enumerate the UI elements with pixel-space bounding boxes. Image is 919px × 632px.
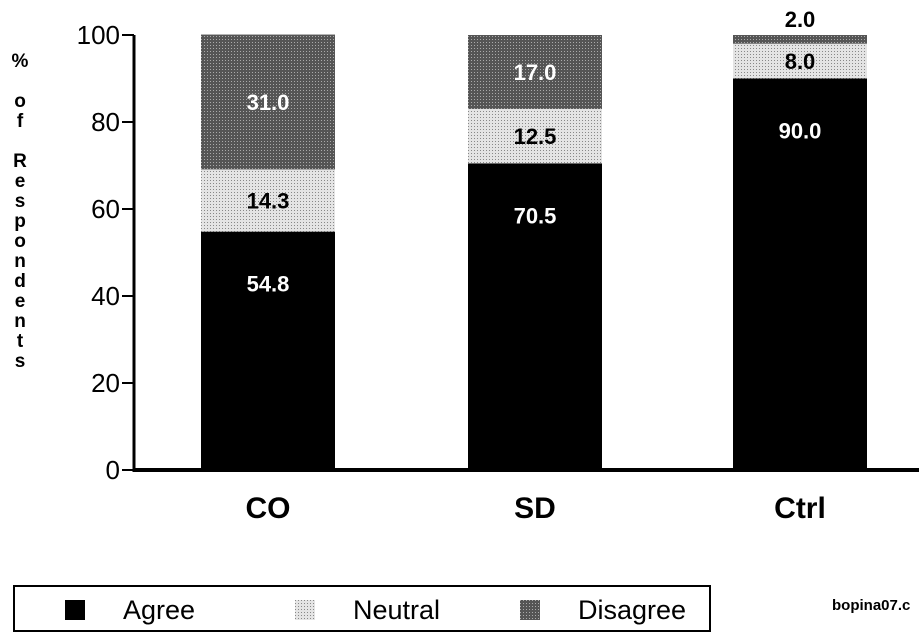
bar-segment-agree <box>468 163 602 470</box>
data-label: 8.0 <box>785 49 816 74</box>
y-tick-label: 40 <box>91 281 120 311</box>
bar-segment-disagree <box>468 35 602 109</box>
legend-item-disagree: Disagree <box>520 595 686 625</box>
y-axis-label-char: f <box>16 111 24 132</box>
bar-segment-neutral <box>733 43 867 79</box>
y-axis-label-char: n <box>14 251 26 272</box>
y-tick-label: 60 <box>91 194 120 224</box>
y-tick-label: 100 <box>77 20 120 50</box>
y-axis-label-char: o <box>14 231 26 252</box>
legend-swatch-agree <box>65 600 85 620</box>
y-axis-label-char: e <box>14 291 26 312</box>
legend-item-neutral: Neutral <box>295 595 440 625</box>
y-tick-label: 0 <box>106 455 120 485</box>
data-label: 70.5 <box>514 203 557 228</box>
y-tick-label: 20 <box>91 368 120 398</box>
y-axis-label-char: d <box>14 271 26 292</box>
y-tick-label: 80 <box>91 107 120 137</box>
watermark: bopina07.c <box>832 597 911 614</box>
x-category-label: Ctrl <box>774 492 826 525</box>
y-axis-label-char: s <box>14 351 26 372</box>
bar-segment-neutral <box>201 169 335 232</box>
legend-label-neutral: Neutral <box>353 594 441 625</box>
legend-item-agree: Agree <box>65 595 195 625</box>
data-label: 31.0 <box>247 90 290 115</box>
bar-segment-neutral <box>468 108 602 164</box>
data-label: 14.3 <box>247 189 290 214</box>
data-label: 90.0 <box>779 119 822 144</box>
legend-label-disagree: Disagree <box>578 594 687 625</box>
bar-segment-agree <box>201 231 335 470</box>
y-axis-label-char: n <box>14 311 26 332</box>
y-axis-label-char: t <box>16 331 24 352</box>
data-label: 2.0 <box>785 7 816 32</box>
y-axis-label-char: % <box>11 51 29 72</box>
data-label: 12.5 <box>514 124 557 149</box>
legend-swatch-disagree <box>520 600 540 620</box>
bar-segment-disagree <box>733 35 867 44</box>
legend-swatch-neutral <box>295 600 315 620</box>
x-category-label: CO <box>246 492 291 525</box>
y-axis-label-char: R <box>13 151 27 172</box>
bar-segment-disagree <box>201 34 335 170</box>
data-label: 17.0 <box>514 60 557 85</box>
legend: Agree Neutral Disagree <box>13 585 711 632</box>
y-axis-label-char: o <box>14 91 26 112</box>
y-axis-label-char: p <box>14 211 26 232</box>
y-axis-label-char: e <box>14 171 26 192</box>
x-category-label: SD <box>514 492 556 525</box>
y-axis-label-char: s <box>14 191 26 212</box>
data-label: 54.8 <box>247 272 290 297</box>
legend-label-agree: Agree <box>123 594 196 625</box>
bar-segment-agree <box>733 78 867 470</box>
